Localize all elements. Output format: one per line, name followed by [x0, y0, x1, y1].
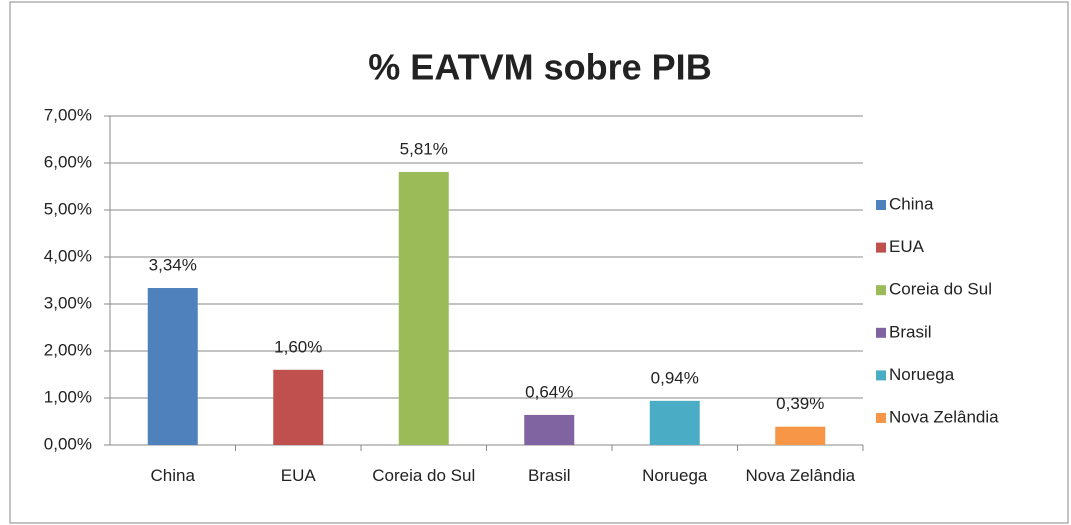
- y-tick-label: 7,00%: [44, 105, 92, 124]
- data-label: 0,64%: [525, 382, 573, 401]
- legend-swatch: [876, 285, 886, 296]
- y-tick-label: 5,00%: [44, 199, 92, 218]
- legend-swatch: [876, 242, 886, 253]
- bar: [398, 171, 449, 445]
- data-label: 1,60%: [274, 337, 322, 356]
- bar: [775, 426, 826, 445]
- y-tick-label: 3,00%: [44, 293, 92, 312]
- data-label: 5,81%: [400, 139, 448, 158]
- data-label: 0,94%: [651, 368, 699, 387]
- legend-label: Coreia do Sul: [889, 280, 992, 299]
- x-tick-label: China: [150, 466, 195, 485]
- legend-swatch: [876, 327, 886, 338]
- legend-label: Noruega: [889, 365, 955, 384]
- x-tick-label: Noruega: [642, 466, 708, 485]
- y-tick-label: 1,00%: [44, 387, 92, 406]
- legend-swatch: [876, 413, 886, 423]
- legend-label: China: [889, 194, 934, 213]
- y-tick-label: 0,00%: [44, 434, 92, 453]
- data-label: 0,39%: [776, 394, 824, 413]
- x-tick-label: EUA: [280, 466, 316, 485]
- x-tick-label: Coreia do Sul: [372, 466, 476, 485]
- y-tick-label: 6,00%: [44, 152, 92, 171]
- legend-label: Brasil: [889, 322, 932, 341]
- chart-title: % EATVM sobre PIB: [368, 47, 711, 88]
- bar: [649, 400, 700, 445]
- legend-label: EUA: [889, 237, 925, 256]
- data-label: 3,34%: [149, 256, 197, 275]
- y-tick-label: 4,00%: [44, 246, 92, 265]
- legend-swatch: [876, 370, 886, 381]
- legend-label: Nova Zelândia: [889, 407, 999, 426]
- legend-swatch: [876, 200, 886, 210]
- bar: [524, 414, 575, 445]
- y-tick-label: 2,00%: [44, 340, 92, 359]
- x-tick-label: Brasil: [527, 466, 571, 485]
- bar: [147, 288, 198, 445]
- bar: [273, 369, 324, 445]
- x-tick-label: Nova Zelândia: [745, 466, 856, 485]
